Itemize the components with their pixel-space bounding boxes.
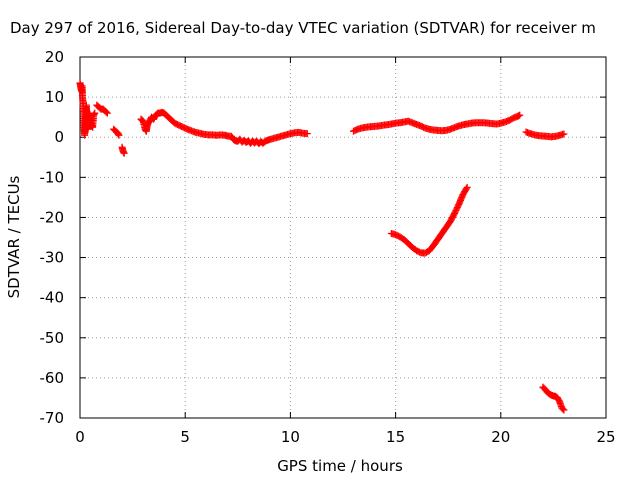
data-point-marker: [303, 130, 311, 138]
data-markers: [76, 79, 568, 414]
data-point-marker: [102, 108, 110, 116]
x-tick-label: 20: [491, 428, 510, 446]
y-tick-label: -20: [40, 208, 65, 226]
x-tick-label: 25: [596, 428, 615, 446]
data-point-marker: [516, 111, 524, 119]
data-point-marker: [462, 185, 470, 193]
data-point-marker: [115, 131, 123, 139]
y-tick-label: -30: [40, 249, 65, 267]
x-tick-label: 10: [281, 428, 300, 446]
x-tick-label: 0: [75, 428, 85, 446]
y-tick-label: -50: [40, 329, 65, 347]
chart-title: Day 297 of 2016, Sidereal Day-to-day VTE…: [10, 19, 596, 37]
axis-ticks: 0 5 10 15 20 25 20 10 0 -10 -20 -30 -40 -50 -60 -70: [40, 48, 616, 446]
y-tick-label: 20: [45, 48, 64, 66]
y-tick-label: -70: [40, 409, 65, 427]
data-point-marker: [120, 149, 128, 157]
plot-frame: [79, 56, 607, 419]
x-tick-label: 15: [386, 428, 405, 446]
data-point-marker: [559, 405, 567, 413]
data-point-marker: [560, 406, 568, 414]
y-tick-label: -10: [40, 168, 65, 186]
y-tick-label: -60: [40, 369, 65, 387]
y-tick-label: 0: [54, 128, 64, 146]
y-tick-label: 10: [45, 88, 64, 106]
data-point-marker: [91, 109, 99, 117]
x-tick-label: 5: [180, 428, 190, 446]
data-point-marker: [103, 109, 111, 117]
x-axis-label: GPS time / hours: [277, 457, 403, 475]
y-tick-label: -40: [40, 289, 65, 307]
data-point-marker: [560, 130, 568, 138]
data-point-marker: [463, 183, 471, 191]
y-axis-label: SDTVAR / TECUs: [5, 175, 23, 298]
